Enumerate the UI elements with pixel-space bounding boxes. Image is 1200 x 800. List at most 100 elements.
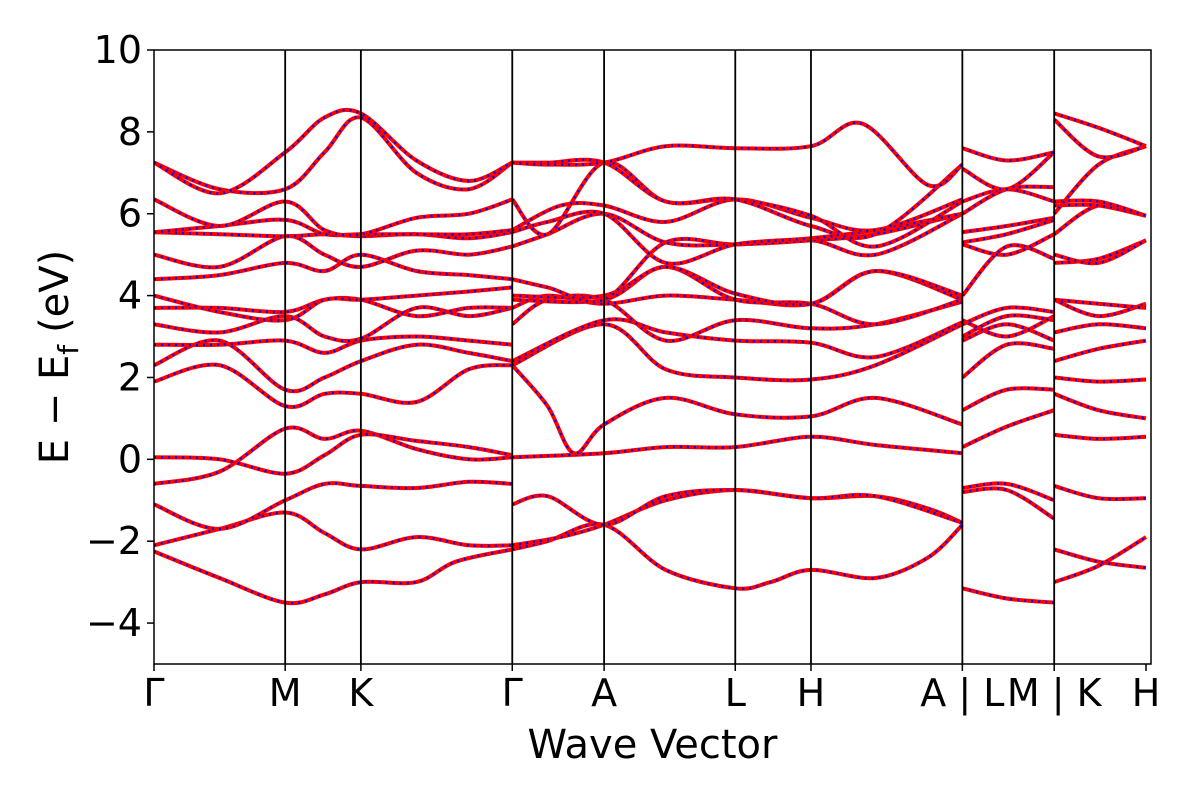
band-12-segment-2-dotted-line xyxy=(512,212,963,303)
band-3-segment-4-line xyxy=(1053,483,1147,502)
band-17-segment-2-line xyxy=(512,157,964,240)
band-13-segment-3-line xyxy=(962,217,1055,245)
band-17-segment-4-line xyxy=(1052,118,1147,160)
kpoint-lines xyxy=(284,50,1056,664)
band-8-segment-4-line xyxy=(1053,322,1147,335)
band-18-segment-2-line xyxy=(512,120,964,189)
band-6-segment-2-dotted-line xyxy=(511,323,963,382)
y-tick-label-5: 4 xyxy=(118,274,142,318)
band-17-segment-4-dotted-line xyxy=(1053,118,1147,159)
band-3 xyxy=(154,479,1147,531)
band-7-segment-3-line xyxy=(961,322,1055,343)
band-1 xyxy=(154,521,1148,606)
band-1-segment-4-line xyxy=(1053,535,1148,584)
band-11-segment-1-line xyxy=(154,285,513,323)
y-axis-title-main: E − E xyxy=(32,355,78,465)
band-8-segment-1-line xyxy=(154,334,513,355)
band-7-segment-1-line xyxy=(154,338,513,394)
y-tick-label-7: 8 xyxy=(118,110,142,154)
band-12-segment-3-dotted-line xyxy=(962,233,1055,257)
band-14-segment-3-line xyxy=(962,215,1055,235)
band-1-segment-3-line xyxy=(961,586,1055,605)
band-5-segment-1-line xyxy=(154,432,513,476)
band-5 xyxy=(154,363,1147,476)
band-7 xyxy=(154,317,1147,394)
band-12-segment-4-dotted-line xyxy=(1053,239,1147,265)
band-6-segment-4-line xyxy=(1054,375,1147,384)
band-1-segment-1-line xyxy=(154,547,513,606)
y-axis-ticks: −4 −2 0 2 4 6 8 10 xyxy=(86,28,154,645)
band-18-segment-1-line xyxy=(154,107,514,196)
band-18-segment-3-line xyxy=(961,146,1055,163)
band-3-segment-1-dotted-line xyxy=(154,480,513,531)
band-16-segment-1-dotted-line xyxy=(154,198,513,237)
band-5-segment-1-dotted-line xyxy=(154,433,513,475)
band-8-segment-3-dotted-line xyxy=(961,314,1055,338)
band-17-segment-1-line xyxy=(154,115,514,196)
y-tick-label-4: 2 xyxy=(118,355,142,399)
band-3-segment-2-line xyxy=(511,487,963,527)
band-11-segment-3-dotted-line xyxy=(961,243,1055,297)
y-axis-title-unit: (eV) xyxy=(32,250,78,333)
band-5-segment-3-dotted-line xyxy=(961,387,1055,412)
x-tick-label-4: Γ xyxy=(502,671,523,715)
band-14-segment-2-dotted-line xyxy=(511,210,963,265)
band-4-segment-3-line xyxy=(961,408,1055,449)
band-2-segment-3-line xyxy=(962,486,1056,521)
y-tick-label-6: 6 xyxy=(118,192,142,236)
x-tick-label-3: K xyxy=(348,671,374,715)
band-7-segment-2-line xyxy=(511,317,964,363)
band-16-segment-1-line xyxy=(154,197,513,238)
x-tick-label-7: H xyxy=(797,671,826,715)
band-13-segment-1-line xyxy=(154,234,513,270)
band-1-segment-2-dotted-line xyxy=(512,522,964,590)
band-5-segment-2-line xyxy=(510,363,963,456)
band-4-segment-1-line xyxy=(154,425,513,486)
band-18-segment-1-dotted-line xyxy=(154,108,513,195)
band-9-segment-1-line xyxy=(154,305,513,344)
band-17-segment-3-line xyxy=(961,150,1056,192)
band-4-segment-1-dotted-line xyxy=(154,426,513,486)
band-9-segment-1-dotted-line xyxy=(154,305,513,343)
x-axis-title: Wave Vector xyxy=(528,722,779,768)
band-2-segment-4-line xyxy=(1053,547,1147,570)
band-5-segment-4-line xyxy=(1053,391,1147,421)
band-4 xyxy=(154,408,1147,486)
band-5-segment-3-line xyxy=(961,386,1055,413)
band-3-segment-2-dotted-line xyxy=(511,488,963,527)
x-tick-label-8: A | L xyxy=(920,671,1004,716)
y-tick-label-1: −4 xyxy=(86,601,142,645)
y-tick-label-3: 0 xyxy=(118,437,142,481)
band-4-segment-4-line xyxy=(1054,432,1147,441)
band-12 xyxy=(154,211,1147,304)
y-tick-label-2: −2 xyxy=(86,519,142,563)
x-tick-label-6: L xyxy=(725,671,746,715)
band-3-segment-3-line xyxy=(962,481,1055,503)
band-6-segment-3-line xyxy=(961,341,1055,380)
band-2-segment-1-line xyxy=(154,510,513,552)
y-axis-title-subscript: f xyxy=(52,344,85,355)
y-tick-label-8: 10 xyxy=(94,28,142,72)
band-6-segment-1-dotted-line xyxy=(154,363,513,409)
band-7-segment-4-line xyxy=(1053,338,1147,364)
band-12-segment-1-line xyxy=(154,252,513,282)
band-13-segment-1-dotted-line xyxy=(154,234,513,269)
band-5-segment-4-dotted-line xyxy=(1053,392,1147,420)
band-10-segment-3-line xyxy=(961,314,1056,339)
x-tick-label-1: Γ xyxy=(143,671,164,715)
x-tick-label-5: A xyxy=(591,671,617,715)
x-tick-label-9: M | K xyxy=(1007,671,1103,716)
x-tick-label-10: H xyxy=(1132,671,1161,715)
bands-layer xyxy=(154,107,1148,606)
plot-frame xyxy=(153,49,1152,665)
band-16 xyxy=(154,144,1147,249)
band-1-segment-1-dotted-line xyxy=(154,548,513,605)
band-3-segment-1-line xyxy=(154,479,513,531)
band-6-segment-3-dotted-line xyxy=(961,342,1055,379)
band-9-segment-3-dotted-line xyxy=(961,306,1055,326)
band-17 xyxy=(154,115,1147,240)
band-17-segment-1-dotted-line xyxy=(154,116,513,195)
y-axis-title: E − Ef (eV) xyxy=(32,250,85,465)
